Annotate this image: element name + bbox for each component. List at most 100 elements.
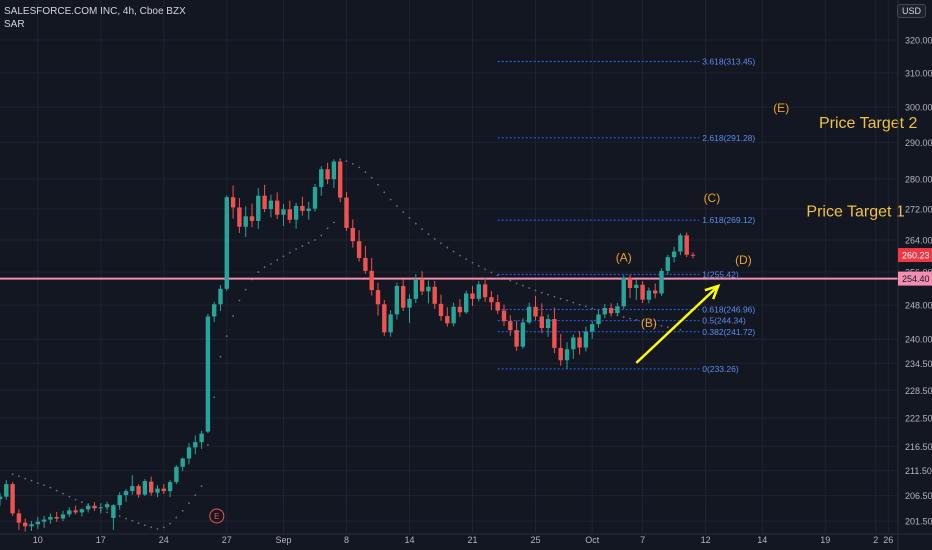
candle-body xyxy=(293,205,299,220)
candle-body xyxy=(142,481,148,495)
sar-dot xyxy=(553,295,556,298)
sar-dot xyxy=(301,245,304,247)
y-tick-label: 201.50 xyxy=(905,517,932,527)
sar-dot xyxy=(433,237,436,240)
indicator-name[interactable]: SAR xyxy=(4,19,25,30)
candle-body xyxy=(602,308,607,315)
candle-body xyxy=(212,304,217,317)
currency-button[interactable]: USD xyxy=(896,4,926,18)
fib-extension[interactable]: 3.618(313.45) 2.618(291.28) 1.618(269.12) 1… xyxy=(497,56,756,374)
sar-series xyxy=(11,158,682,530)
y-tick-label: 234.50 xyxy=(905,359,932,369)
candle-body xyxy=(111,505,116,519)
candle-body xyxy=(10,484,15,514)
last-price-value: 260.23 xyxy=(902,251,930,261)
sar-dot xyxy=(383,191,386,194)
earnings-marker-text: E xyxy=(214,512,219,521)
candle-body xyxy=(325,169,330,180)
candle-body xyxy=(671,251,677,258)
x-tick-label: 25 xyxy=(530,535,540,545)
candle-body xyxy=(464,293,469,313)
sar-dot xyxy=(635,318,638,321)
candle-body xyxy=(281,209,286,215)
sar-dot xyxy=(307,241,310,244)
sar-dot xyxy=(175,516,178,519)
candle-body xyxy=(67,510,72,515)
candle-body xyxy=(344,197,349,228)
candle-body xyxy=(23,522,28,527)
candle-body xyxy=(230,197,236,208)
sar-dot xyxy=(572,301,575,304)
exchange: Cboe BZX xyxy=(139,6,186,17)
candle-body xyxy=(508,321,513,331)
sar-dot xyxy=(276,259,279,261)
sar-dot xyxy=(547,293,549,296)
candle-body xyxy=(136,486,141,495)
price-target-label: Price Target 1 xyxy=(806,204,905,221)
sar-dot xyxy=(18,475,20,478)
candle-body xyxy=(98,507,103,509)
interval: 4h xyxy=(122,6,135,17)
y-tick-label: 290.00 xyxy=(905,138,932,148)
candle-body xyxy=(665,257,670,271)
x-tick-label: Sep xyxy=(275,535,291,545)
sar-dot xyxy=(30,479,33,482)
candle-body xyxy=(394,285,400,315)
y-tick-label: 228.50 xyxy=(905,386,932,396)
candle-body xyxy=(520,322,526,347)
sar-dot xyxy=(396,205,398,207)
candle-body xyxy=(608,308,614,314)
sar-dot xyxy=(522,284,524,287)
candle-body xyxy=(596,314,601,325)
sar-dot xyxy=(540,291,543,294)
candle-body xyxy=(331,161,337,180)
candle-body xyxy=(275,200,280,215)
candle-body xyxy=(363,257,368,271)
candle-body xyxy=(312,187,318,209)
sar-dot xyxy=(207,444,209,446)
fib-level-label: 1.618(269.12) xyxy=(702,215,755,225)
candle-body xyxy=(256,195,261,221)
sar-dot xyxy=(402,211,405,213)
sar-dot xyxy=(257,271,260,273)
candle-body xyxy=(451,306,456,324)
candle-body xyxy=(73,510,78,513)
x-tick-label: 7 xyxy=(640,535,645,545)
sar-dot xyxy=(578,303,581,306)
trend-arrow-head xyxy=(704,284,721,300)
sar-dot xyxy=(288,251,291,254)
sar-dot xyxy=(118,515,121,517)
candle-body xyxy=(476,284,481,299)
x-tick-label: 21 xyxy=(467,535,477,545)
candle-body xyxy=(690,254,696,256)
candle-body xyxy=(35,521,40,525)
last-price-tag xyxy=(898,248,932,263)
candlestick-series xyxy=(0,159,696,532)
sar-dot xyxy=(188,502,190,505)
wave-label: (B) xyxy=(641,316,657,330)
sar-dot xyxy=(270,263,272,265)
candle-body xyxy=(167,482,173,492)
wave-label: (A) xyxy=(616,251,632,265)
candle-body xyxy=(29,524,34,527)
candle-body xyxy=(640,284,645,300)
y-tick-label: 300.00 xyxy=(905,103,932,113)
candle-body xyxy=(426,286,431,292)
sar-dot xyxy=(408,216,411,219)
sar-dot xyxy=(125,517,127,520)
x-tick-label: 27 xyxy=(222,535,232,545)
annotations[interactable]: (A) (B) (C) (D) (E) Price Target 2 Price Targe… xyxy=(209,101,918,524)
sar-dot xyxy=(641,320,644,323)
candle-body xyxy=(401,285,406,308)
sar-dot xyxy=(74,498,77,501)
candle-body xyxy=(338,161,343,198)
y-tick-label: 264.00 xyxy=(905,236,932,246)
candle-body xyxy=(174,466,179,483)
x-tick-label: 8 xyxy=(344,535,349,545)
sar-dot xyxy=(320,234,323,237)
sar-dot xyxy=(345,160,348,163)
fib-level-label: 1(255.42) xyxy=(702,269,739,279)
x-tick-label: 10 xyxy=(33,535,43,545)
sar-dot xyxy=(232,315,235,317)
